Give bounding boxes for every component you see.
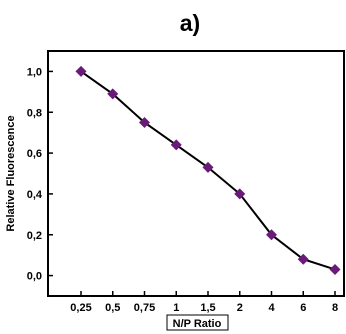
- data-point-marker: [139, 116, 150, 128]
- y-tick-label: 0,0: [27, 271, 42, 283]
- y-tick-label: 0,2: [27, 230, 42, 242]
- data-point-marker: [202, 161, 214, 173]
- data-point-marker: [329, 263, 341, 275]
- x-axis-label-box: [166, 314, 229, 331]
- y-axis-label: Relative Fluorescence: [5, 115, 17, 231]
- x-tick-label: 2: [237, 302, 243, 314]
- y-tick-label: 0,6: [27, 148, 42, 160]
- data-point-marker: [234, 188, 246, 200]
- y-tick-label: 0,4: [27, 189, 43, 201]
- x-tick-label: 4: [268, 302, 275, 314]
- x-tick-label: 0,5: [105, 302, 120, 314]
- panel-label: a): [179, 10, 201, 36]
- x-tick-label: 0,25: [70, 302, 91, 314]
- plot-frame: [47, 50, 345, 297]
- data-point-marker: [266, 229, 277, 241]
- x-axis-ticks: 0,25 0,5 0,75 1 1,5 2 4 6 8: [70, 291, 338, 314]
- data-point-marker: [170, 139, 182, 151]
- x-tick-label: 1,5: [200, 302, 215, 314]
- y-tick-label: 1,0: [27, 66, 42, 78]
- x-axis-label: N/P Ratio: [173, 318, 222, 330]
- data-point-marker: [107, 88, 119, 100]
- x-tick-label: 1: [173, 302, 179, 314]
- x-tick-label: 0,75: [134, 302, 155, 314]
- y-axis-ticks: 0,0 0,2 0,4 0,6 0,8 1,0: [27, 66, 53, 283]
- series-group: [75, 65, 341, 275]
- x-tick-label: 8: [332, 302, 338, 314]
- data-point-marker: [75, 65, 87, 77]
- x-tick-label: 6: [300, 302, 306, 314]
- data-point-marker: [297, 253, 309, 265]
- y-tick-label: 0,8: [27, 107, 42, 119]
